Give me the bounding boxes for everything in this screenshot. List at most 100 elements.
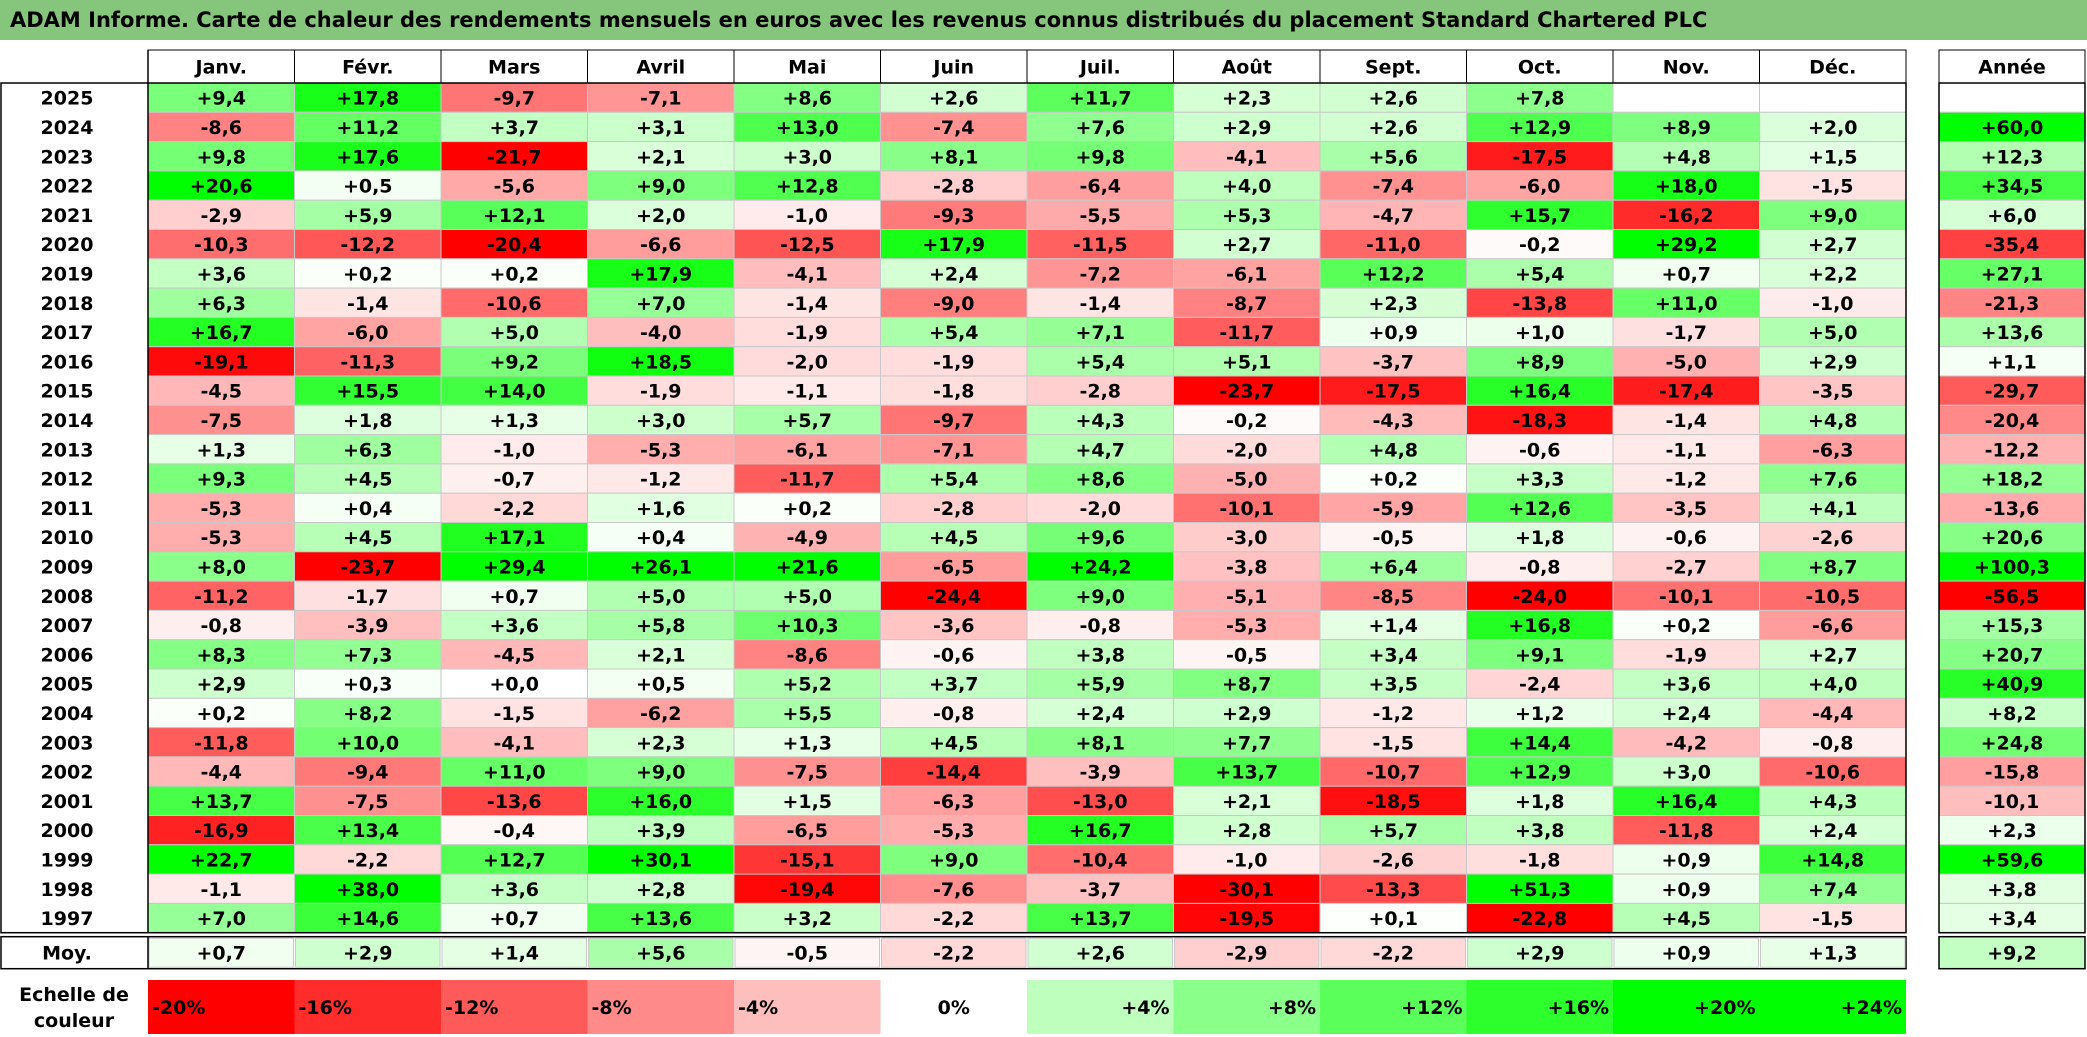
cell-value: -21,7 — [487, 146, 542, 168]
cell-value: -10,6 — [487, 293, 542, 315]
heatmap-cell — [1026, 551, 1174, 582]
heatmap-cell — [880, 287, 1028, 318]
cell-value: +8,7 — [1808, 556, 1858, 578]
row-year-label: 2007 — [41, 615, 94, 637]
average-value: +1,3 — [1808, 943, 1858, 965]
heatmap-cell — [1319, 316, 1467, 348]
heatmap-cell — [1173, 375, 1321, 406]
cell-value: +16,4 — [1508, 381, 1571, 403]
cell-value: -13,6 — [487, 791, 542, 813]
cell-value: +8,1 — [929, 146, 979, 168]
color-scale-step-label: -4% — [738, 997, 778, 1019]
cell-value: -6,4 — [1079, 176, 1121, 198]
cell-value: +3,8 — [1515, 820, 1565, 842]
cell-value: -8,5 — [1372, 586, 1414, 608]
cell-value: +5,4 — [1515, 263, 1565, 285]
cell-value: +2,7 — [1222, 234, 1272, 256]
cell-value: -6,0 — [347, 322, 389, 344]
heatmap-cell — [587, 873, 735, 904]
heatmap-cell — [1173, 346, 1321, 377]
cell-value: +3,9 — [636, 820, 686, 842]
cell-value: +2,7 — [1808, 644, 1858, 666]
heatmap-cell — [147, 785, 295, 817]
heatmap-cell — [147, 434, 295, 465]
cell-value: -5,3 — [933, 820, 975, 842]
cell-value: +13,0 — [776, 117, 839, 139]
annual-value: +3,8 — [1987, 879, 2037, 901]
cell-value: +26,1 — [629, 556, 692, 578]
cell-value: +14,0 — [483, 381, 546, 403]
heatmap-cell — [587, 668, 735, 699]
heatmap-cell — [880, 404, 1028, 436]
heatmap-cell — [1466, 463, 1614, 494]
cell-value: -1,4 — [1665, 410, 1707, 432]
heatmap-cell — [880, 346, 1028, 377]
cell-value: -17,5 — [1512, 146, 1567, 168]
heatmap-cell — [294, 902, 442, 934]
row-year-label: 2018 — [41, 293, 94, 315]
heatmap-cell — [1173, 82, 1321, 113]
cell-value: +2,9 — [1222, 703, 1272, 725]
color-scale-step-label: -16% — [299, 997, 352, 1019]
cell-value: -10,4 — [1073, 849, 1128, 871]
heatmap-cell — [1759, 551, 1907, 582]
month-header-label: Mars — [488, 57, 540, 79]
cell-value: -7,1 — [640, 88, 682, 110]
cell-value: +5,7 — [782, 410, 832, 432]
cell-value: -2,6 — [1812, 527, 1854, 549]
annual-cell — [1938, 844, 2086, 875]
cell-value: +5,1 — [1222, 351, 1272, 373]
heatmap-cell — [880, 844, 1028, 875]
cell-value: +6,3 — [196, 293, 246, 315]
cell-value: +16,7 — [1069, 820, 1132, 842]
heatmap-cell — [1759, 375, 1907, 406]
annual-value: +13,6 — [1981, 322, 2044, 344]
cell-value: -30,1 — [1219, 879, 1274, 901]
cell-value: -1,7 — [347, 586, 389, 608]
month-header-label: Nov. — [1663, 57, 1710, 79]
heatmap-cell — [1466, 346, 1614, 377]
annual-value: +12,3 — [1981, 146, 2044, 168]
cell-value: +5,6 — [1368, 146, 1418, 168]
cell-value: -1,4 — [786, 293, 828, 315]
cell-value: +17,9 — [629, 263, 692, 285]
heatmap-cell — [1759, 346, 1907, 377]
row-year-label: 2023 — [41, 146, 94, 168]
heatmap-cell — [440, 785, 588, 817]
cell-value: +5,8 — [636, 615, 686, 637]
annual-value: -35,4 — [1985, 234, 2040, 256]
heatmap-cell — [880, 434, 1028, 465]
cell-value: +0,9 — [1368, 322, 1418, 344]
cell-value: +7,6 — [1075, 117, 1125, 139]
cell-value: +12,9 — [1508, 762, 1571, 784]
heatmap-cell — [147, 668, 295, 699]
cell-value: +3,3 — [1515, 469, 1565, 491]
heatmap-cell — [587, 522, 735, 553]
cell-value: -5,0 — [1665, 351, 1707, 373]
heatmap-cell — [1026, 434, 1174, 465]
month-header-label: Mai — [788, 57, 826, 79]
cell-value: -16,2 — [1659, 205, 1714, 227]
cell-value: -6,1 — [786, 439, 828, 461]
cell-value: +4,5 — [343, 469, 393, 491]
heatmap-cell — [587, 316, 735, 348]
cell-value: +14,4 — [1508, 732, 1571, 754]
color-scale-step-label: 0% — [938, 997, 970, 1019]
cell-value: -1,9 — [1665, 644, 1707, 666]
annual-cell — [1938, 434, 2086, 465]
cell-value: -7,4 — [933, 117, 975, 139]
row-year-label: 2008 — [41, 586, 94, 608]
cell-value: -3,9 — [347, 615, 389, 637]
cell-value: -1,9 — [640, 381, 682, 403]
annual-cell — [1938, 580, 2086, 611]
average-value: -2,2 — [1372, 943, 1414, 965]
heatmap-cell — [1026, 316, 1174, 348]
cell-value: -7,4 — [1372, 176, 1414, 198]
color-scale-step-label: -20% — [152, 997, 205, 1019]
color-scale-swatch — [880, 980, 1027, 1034]
annual-cell — [1938, 463, 2086, 494]
cell-value: +13,7 — [1069, 908, 1132, 930]
month-header-cell — [880, 49, 1028, 84]
cell-value: +0,2 — [343, 263, 393, 285]
month-header-label: Déc. — [1809, 57, 1856, 79]
